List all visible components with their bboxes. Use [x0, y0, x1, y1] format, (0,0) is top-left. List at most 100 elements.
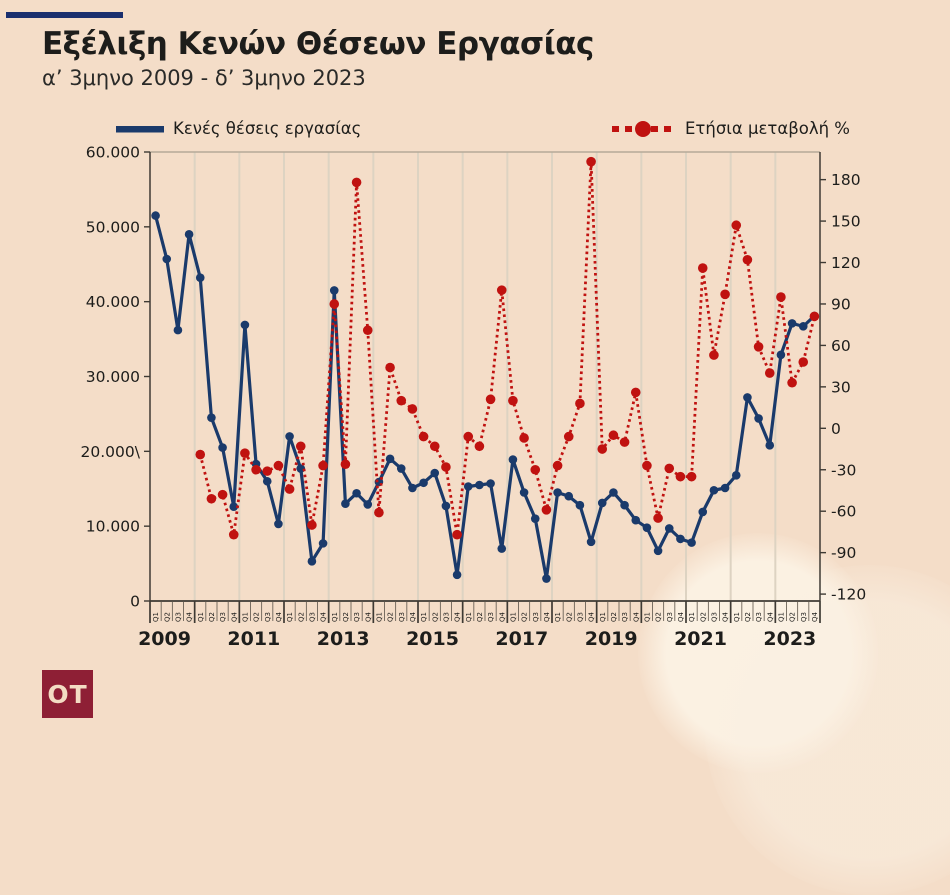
- data-point-annual-change: [664, 463, 675, 474]
- x-axis-quarter-label: Q2: [431, 612, 439, 622]
- data-point-annual-change: [228, 529, 239, 540]
- data-point-vacancies: [765, 441, 775, 450]
- data-point-annual-change: [753, 341, 764, 352]
- x-axis-quarter-label: Q3: [576, 612, 584, 622]
- data-point-vacancies: [207, 413, 216, 422]
- y-axis-tick-label-right: -30: [831, 461, 856, 479]
- data-point-vacancies: [586, 537, 596, 547]
- data-point-vacancies: [352, 488, 361, 498]
- x-axis-quarter-label: Q1: [599, 612, 607, 622]
- data-point-vacancies: [441, 501, 451, 511]
- x-axis-year-label: 2019: [585, 628, 638, 650]
- data-point-annual-change: [307, 520, 317, 530]
- x-axis-quarter-label: Q4: [498, 611, 506, 622]
- x-axis-quarter-label: Q1: [777, 612, 785, 622]
- x-axis-quarter-label: Q1: [554, 612, 562, 622]
- x-axis-quarter-label: Q1: [509, 612, 517, 622]
- data-point-annual-change: [385, 362, 395, 373]
- legend-swatch-annual-change-icon: [612, 120, 674, 137]
- x-axis-quarter-label: Q3: [666, 612, 674, 622]
- data-point-annual-change: [351, 177, 362, 188]
- series-line-annual-change: [198, 160, 816, 537]
- x-axis-quarter-label: Q2: [565, 612, 573, 622]
- data-point-vacancies: [363, 500, 373, 509]
- data-point-annual-change: [630, 387, 641, 398]
- data-point-annual-change: [508, 395, 518, 406]
- data-point-vacancies: [385, 454, 395, 464]
- data-point-annual-change: [251, 464, 261, 475]
- data-point-annual-change: [541, 505, 552, 515]
- data-point-vacancies: [798, 322, 808, 331]
- data-point-annual-change: [575, 398, 585, 409]
- data-point-vacancies: [329, 286, 339, 295]
- data-point-vacancies: [553, 488, 562, 497]
- data-point-vacancies: [597, 498, 607, 508]
- data-point-vacancies: [430, 468, 440, 478]
- x-axis-year-label: 2015: [406, 628, 459, 650]
- x-axis-year-label: 2023: [763, 628, 816, 650]
- data-point-annual-change: [731, 220, 742, 231]
- data-point-vacancies: [318, 539, 328, 548]
- x-axis-quarter-label: Q4: [275, 611, 283, 622]
- data-point-annual-change: [452, 529, 462, 540]
- data-point-vacancies: [296, 464, 306, 473]
- data-point-annual-change: [329, 299, 340, 309]
- x-axis-year-label: 2011: [227, 628, 280, 650]
- y-axis-tick-label-right: 90: [831, 295, 851, 313]
- data-point-annual-change: [619, 437, 630, 447]
- x-axis-quarter-label: Q1: [643, 612, 651, 622]
- y-axis-tick-label-left: 60.000: [86, 144, 140, 162]
- data-point-vacancies: [542, 574, 551, 583]
- data-point-annual-change: [586, 156, 596, 167]
- data-point-annual-change: [642, 460, 652, 471]
- data-point-vacancies: [687, 538, 696, 547]
- x-axis-quarter-label: Q2: [521, 612, 529, 622]
- y-axis-tick-label-left: 20.000\: [81, 443, 141, 461]
- y-axis-tick-label-right: 150: [831, 213, 861, 231]
- data-point-annual-change: [686, 471, 697, 482]
- data-point-annual-change: [284, 484, 295, 494]
- x-axis-quarter-label: Q3: [800, 612, 808, 622]
- data-point-vacancies: [162, 254, 172, 264]
- x-axis-quarter-label: Q1: [331, 612, 339, 622]
- data-point-vacancies: [564, 491, 574, 501]
- data-point-vacancies: [341, 499, 350, 509]
- y-axis-tick-label-right: 30: [831, 378, 851, 396]
- data-point-vacancies: [642, 523, 652, 532]
- data-point-vacancies: [575, 500, 585, 510]
- x-axis-quarter-label: Q3: [532, 612, 540, 622]
- x-axis-quarter-label: Q2: [476, 612, 484, 622]
- data-point-annual-change: [764, 368, 775, 378]
- data-point-vacancies: [743, 393, 752, 402]
- x-axis-quarter-label: Q4: [454, 611, 462, 622]
- x-axis-quarter-label: Q3: [398, 612, 406, 622]
- data-point-vacancies: [631, 515, 641, 525]
- vacancies-chart: 60.000 50.000 40.000 30.000 20.000\ 10.000 0 18…: [81, 144, 867, 651]
- x-axis-quarter-label: Q2: [297, 612, 305, 622]
- data-point-annual-change: [787, 377, 797, 388]
- x-axis-quarter-label: Q2: [342, 612, 350, 622]
- x-axis-year-label: 2009: [138, 628, 191, 650]
- x-axis-quarter-label: Q4: [364, 611, 372, 622]
- y-axis-tick-label-right: 120: [831, 254, 861, 272]
- x-axis-quarter-label: Q1: [688, 612, 696, 622]
- data-point-vacancies: [475, 480, 484, 490]
- x-axis-quarter-label: Q4: [811, 611, 819, 622]
- x-axis-quarter-label: Q1: [241, 612, 249, 622]
- data-point-vacancies: [262, 476, 272, 486]
- x-axis-quarter-label: Q2: [208, 612, 216, 622]
- x-axis-quarter-label: Q4: [588, 611, 596, 622]
- x-axis-quarter-label: Q2: [253, 612, 261, 622]
- legend-label-vacancies: Κενές θέσεις εργασίας: [173, 119, 362, 138]
- x-axis-quarter-label: Q3: [442, 612, 450, 622]
- x-axis-quarter-label: Q2: [789, 612, 797, 622]
- x-axis-quarter-label: Q2: [387, 612, 395, 622]
- x-axis-quarter-label: Q4: [766, 611, 774, 622]
- x-axis-quarter-label: Q3: [219, 612, 227, 622]
- data-point-annual-change: [709, 350, 719, 360]
- x-axis-quarter-label: Q4: [632, 611, 640, 622]
- x-axis-quarter-label: Q3: [487, 612, 495, 622]
- page-subtitle: α’ 3μηνο 2009 - δ’ 3μηνο 2023: [42, 66, 366, 90]
- data-point-annual-change: [563, 431, 574, 442]
- data-point-vacancies: [653, 546, 663, 556]
